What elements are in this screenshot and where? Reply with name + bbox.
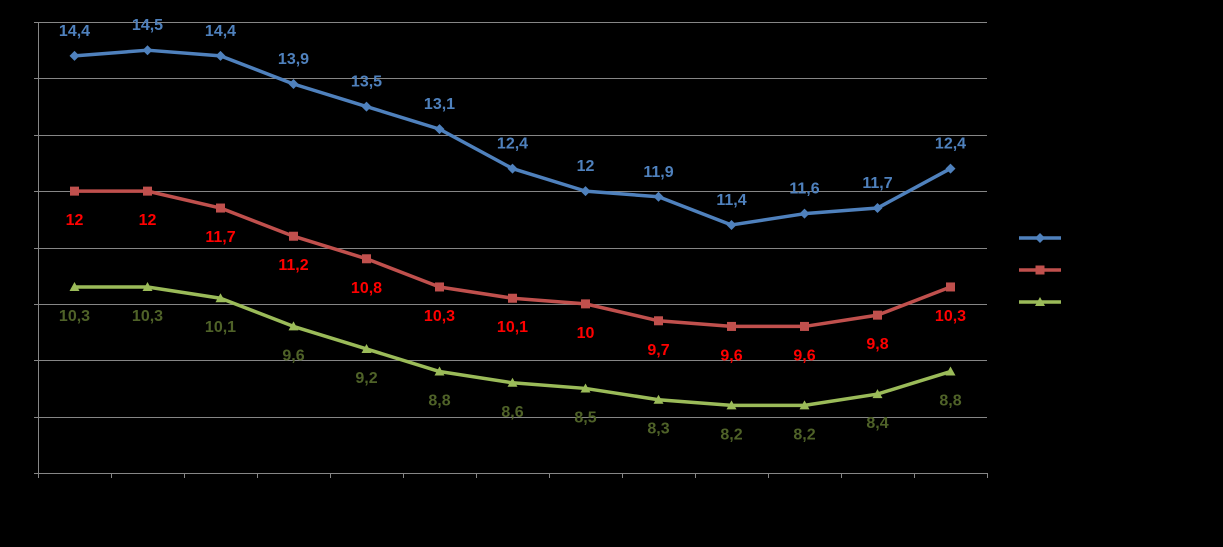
legend	[1019, 233, 1061, 306]
data-point	[581, 299, 590, 309]
data-point	[800, 321, 809, 331]
data-point	[872, 389, 883, 399]
data-point	[799, 208, 810, 219]
data-label: 10,1	[205, 319, 236, 336]
legend-item	[1019, 265, 1061, 275]
legend-marker	[1035, 265, 1045, 275]
data-point	[142, 45, 153, 56]
legend-item	[1019, 233, 1061, 243]
data-label: 8,2	[720, 426, 742, 443]
data-label: 13,9	[278, 51, 309, 68]
data-label: 8,2	[793, 426, 815, 443]
data-point	[289, 231, 298, 241]
data-point	[361, 343, 372, 353]
data-point	[434, 366, 445, 376]
data-point	[726, 400, 737, 410]
data-label: 9,8	[866, 336, 888, 353]
series-3	[69, 281, 956, 410]
data-label: 8,8	[428, 393, 450, 410]
data-point	[215, 50, 226, 61]
data-label: 12,4	[497, 136, 528, 153]
data-point	[580, 186, 591, 197]
data-point	[215, 293, 226, 303]
data-point	[434, 124, 445, 135]
data-point	[288, 79, 299, 90]
data-point	[946, 282, 955, 292]
data-point	[945, 163, 956, 174]
data-point	[726, 219, 737, 230]
data-point	[945, 366, 956, 376]
data-point	[654, 316, 663, 326]
data-point	[873, 310, 882, 320]
data-label: 13,1	[424, 96, 455, 113]
data-point	[288, 321, 299, 331]
data-label: 9,6	[720, 347, 742, 364]
series-group	[69, 45, 956, 410]
data-label: 11,7	[205, 229, 235, 246]
data-label: 8,6	[501, 404, 523, 421]
data-point	[435, 282, 444, 292]
data-label: 9,2	[355, 370, 377, 387]
data-label: 12	[139, 212, 157, 229]
data-label: 8,3	[647, 421, 669, 438]
data-label: 11,9	[643, 164, 673, 181]
data-label: 13,5	[351, 74, 382, 91]
data-label: 8,5	[574, 409, 596, 426]
series-2	[70, 186, 955, 331]
data-label: 10,3	[935, 308, 966, 325]
data-label: 8,8	[939, 393, 961, 410]
legend-item	[1019, 297, 1061, 306]
data-point	[142, 281, 153, 291]
legend-marker	[1035, 297, 1045, 306]
series-1	[69, 45, 956, 230]
data-label: 11,7	[862, 175, 892, 192]
data-point	[69, 50, 80, 61]
data-point	[580, 383, 591, 393]
data-point	[361, 101, 372, 112]
data-labels: 14,4 14,5 14,4 13,9 13,5 13,1 12,4 12 11,9 11,4 11…	[59, 17, 966, 443]
data-point	[799, 400, 810, 410]
data-point	[508, 293, 517, 303]
data-label: 12	[577, 158, 595, 175]
data-point	[69, 281, 80, 291]
data-label: 9,6	[793, 347, 815, 364]
data-label: 9,6	[282, 347, 304, 364]
data-label: 10	[577, 325, 595, 342]
data-point	[70, 186, 79, 196]
legend-marker	[1035, 233, 1045, 243]
data-point	[507, 163, 518, 174]
data-point	[872, 203, 883, 214]
data-label: 11,6	[789, 181, 819, 198]
data-label: 10,3	[132, 308, 163, 325]
data-point	[216, 203, 225, 213]
data-point	[507, 377, 518, 387]
x-axis	[34, 22, 988, 478]
data-label: 9,7	[647, 342, 669, 359]
data-point	[362, 254, 371, 264]
data-label: 14,4	[205, 23, 236, 40]
data-point	[143, 186, 152, 196]
data-label: 14,4	[59, 23, 90, 40]
data-label: 12	[66, 212, 84, 229]
data-point	[727, 321, 736, 331]
data-label: 10,8	[351, 280, 382, 297]
gridlines	[38, 22, 987, 418]
data-label: 10,3	[424, 308, 455, 325]
data-label: 11,4	[716, 192, 746, 209]
data-point	[653, 191, 664, 202]
data-label: 10,3	[59, 308, 90, 325]
data-label: 10,1	[497, 319, 528, 336]
data-label: 12,4	[935, 136, 966, 153]
data-label: 14,5	[132, 17, 163, 34]
data-point	[653, 394, 664, 404]
data-label: 11,2	[278, 257, 308, 274]
data-label: 8,4	[866, 415, 888, 432]
